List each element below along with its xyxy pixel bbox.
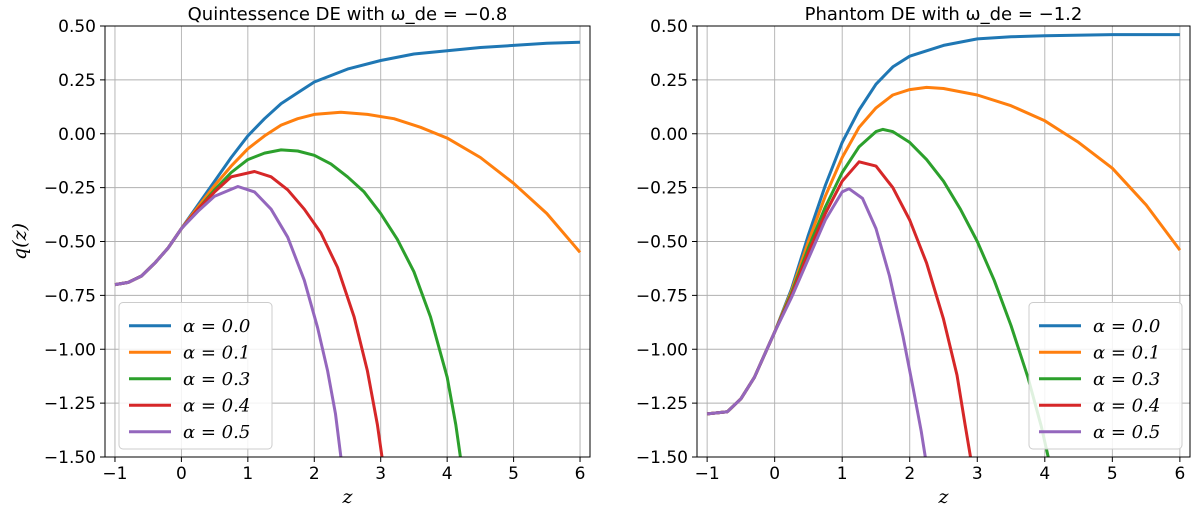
x-tick-label: 1 — [242, 464, 253, 484]
x-axis-label: z — [937, 486, 949, 508]
legend: α = 0.0 α = 0.1 α = 0.3 α = 0.4 α = 0.5 — [1028, 302, 1183, 450]
series-line — [706, 127, 1050, 457]
y-tick-label: −1.25 — [44, 394, 96, 414]
x-tick-label: 6 — [1174, 464, 1185, 484]
y-tick-label: −0.50 — [44, 233, 96, 253]
y-tick-label: −1.00 — [636, 340, 688, 360]
y-tick-label: −1.50 — [636, 448, 688, 468]
chart-title: Quintessence DE with ω_de = −0.8 — [188, 4, 508, 25]
y-tick-label: −1.25 — [636, 394, 688, 414]
x-tick-label: 4 — [1039, 464, 1050, 484]
x-tick-label: −1 — [695, 464, 720, 484]
legend: α = 0.0 α = 0.1 α = 0.3 α = 0.4 α = 0.5 — [118, 302, 273, 450]
x-tick-label: 3 — [972, 464, 983, 484]
x-tick-label: 1 — [837, 464, 848, 484]
x-axis-label: z — [341, 486, 353, 508]
y-tick-label: −0.25 — [44, 179, 96, 199]
series-line — [706, 187, 927, 457]
legend-label: α = 0.4 — [183, 395, 250, 416]
series-line — [114, 110, 582, 287]
series-line — [114, 185, 343, 457]
legend-frame — [118, 302, 273, 450]
y-tick-label: 0.00 — [58, 125, 96, 145]
y-tick-label: 0.50 — [650, 17, 688, 37]
chart-title: Phantom DE with ω_de = −1.2 — [805, 4, 1083, 25]
legend-label: α = 0.1 — [183, 342, 250, 363]
x-tick-label: 2 — [309, 464, 320, 484]
plot-area — [706, 33, 1182, 457]
x-tick-label: 3 — [375, 464, 386, 484]
y-tick-label: 0.00 — [650, 125, 688, 145]
x-tick-label: 4 — [442, 464, 453, 484]
x-tick-label: 0 — [176, 464, 187, 484]
y-tick-label: 0.25 — [650, 71, 688, 91]
legend-frame — [1028, 302, 1183, 450]
y-tick-label: −0.75 — [44, 286, 96, 306]
legend-label: α = 0.0 — [183, 316, 250, 337]
y-tick-label: 0.50 — [58, 17, 96, 37]
y-tick-label: 0.25 — [58, 71, 96, 91]
y-tick-label: −0.75 — [636, 286, 688, 306]
legend-label: α = 0.0 — [1093, 316, 1160, 337]
legend-label: α = 0.3 — [183, 369, 250, 390]
y-tick-label: −0.25 — [636, 179, 688, 199]
x-tick-label: 6 — [575, 464, 586, 484]
legend-label: α = 0.5 — [1093, 422, 1160, 443]
chart-phantom: Phantom DE with ω_de = −1.2 z −1 0 1 2 3 4 5 6 0… — [636, 4, 1191, 508]
legend-label: α = 0.1 — [1093, 342, 1160, 363]
series-line — [114, 40, 581, 287]
legend-label: α = 0.3 — [1093, 369, 1160, 390]
x-tick-label: 5 — [508, 464, 519, 484]
x-tick-label: 5 — [1107, 464, 1118, 484]
y-tick-label: −1.00 — [44, 340, 96, 360]
y-axis-label: q(z) — [9, 223, 31, 260]
y-tick-label: −1.50 — [44, 448, 96, 468]
x-tick-label: −1 — [102, 464, 127, 484]
legend-label: α = 0.4 — [1093, 395, 1160, 416]
legend-label: α = 0.5 — [183, 422, 250, 443]
x-tick-label: 0 — [769, 464, 780, 484]
series-line — [706, 160, 972, 457]
plot-area — [114, 40, 582, 457]
y-tick-label: −0.50 — [636, 233, 688, 253]
chart-quintessence: Quintessence DE with ω_de = −0.8 z q(z) … — [9, 4, 591, 508]
x-tick-label: 2 — [904, 464, 915, 484]
